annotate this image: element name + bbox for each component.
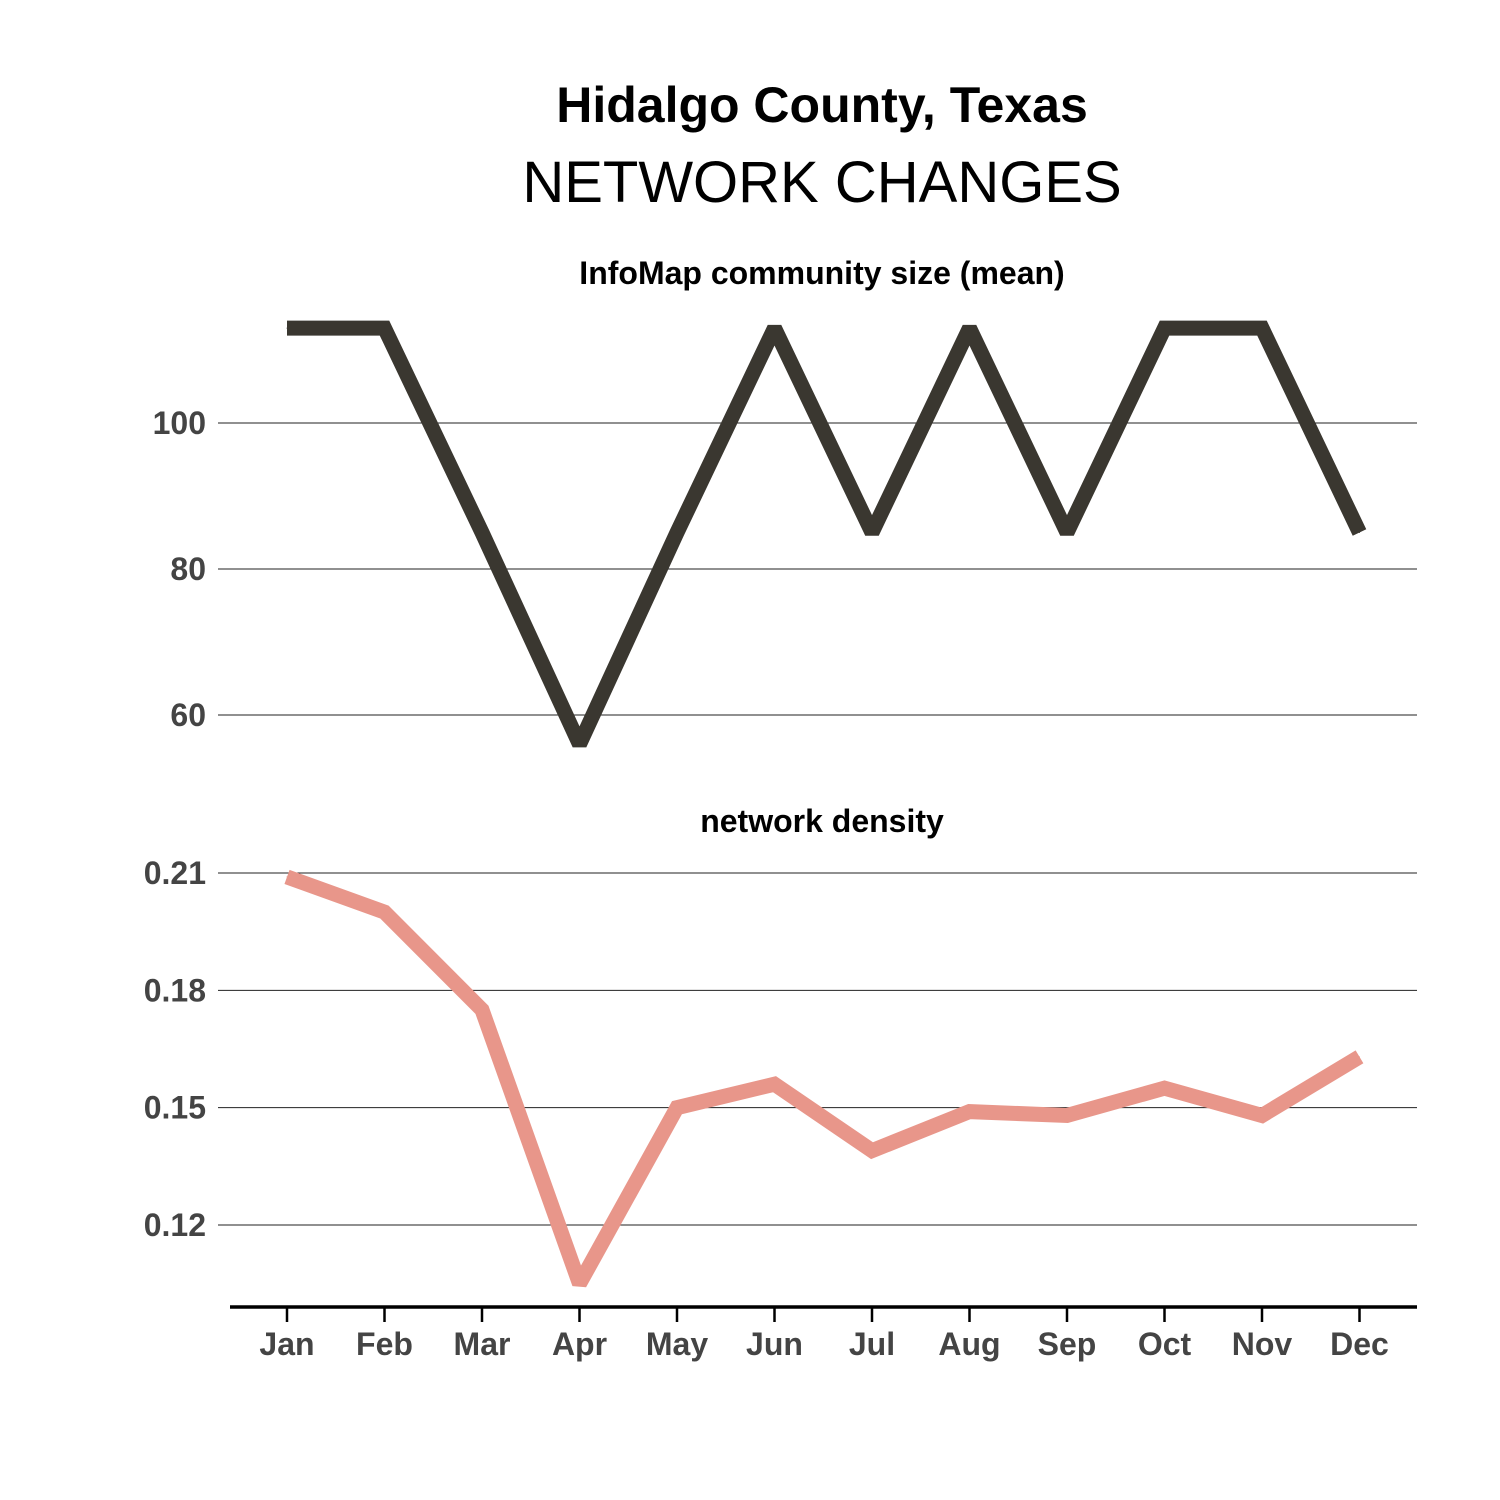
series-line (287, 320, 1367, 748)
y-tick-label: 80 (170, 551, 206, 587)
data-point-sep (1066, 1114, 1068, 1116)
data-point-jan (286, 327, 288, 329)
x-tick-label: Mar (454, 1326, 511, 1362)
data-point-oct (1164, 327, 1165, 329)
y-ticks-network-density: 0.12 0.15 0.18 0.21 (144, 855, 206, 1243)
data-point-mar (481, 1009, 483, 1011)
x-tick-label: Aug (938, 1326, 1000, 1362)
data-point-oct (1164, 1087, 1165, 1089)
x-tick-label: Nov (1232, 1326, 1293, 1362)
panel-title-network-density: network density (700, 803, 944, 839)
series-line (284, 869, 1364, 1288)
data-point-feb (384, 911, 385, 913)
gridlines-community-size (218, 422, 1417, 716)
panel-title-community-size: InfoMap community size (mean) (579, 255, 1064, 291)
series-community-size (286, 320, 1367, 748)
panel-community-size: InfoMap community size (mean) 60 80 100 (153, 255, 1417, 748)
panel-network-density: network density 0.12 0.15 0.18 0.21 (144, 803, 1417, 1288)
y-tick-label: 60 (170, 697, 206, 733)
data-point-nov (1261, 327, 1263, 329)
x-tick-label: Jul (849, 1326, 895, 1362)
data-point-dec (1359, 532, 1360, 533)
data-point-nov (1261, 1114, 1263, 1116)
series-network-density (284, 869, 1364, 1288)
data-point-sep (1066, 532, 1068, 533)
y-tick-label: 0.15 (144, 1090, 206, 1126)
data-point-apr (579, 1283, 580, 1285)
data-point-may (676, 1107, 678, 1109)
data-point-mar (481, 532, 483, 533)
data-point-jun (774, 1083, 775, 1085)
data-point-feb (384, 327, 385, 329)
x-tick-label: Dec (1330, 1326, 1389, 1362)
x-tick-label: Sep (1038, 1326, 1097, 1362)
data-point-apr (579, 743, 580, 745)
y-tick-label: 0.21 (144, 855, 206, 891)
y-ticks-community-size: 60 80 100 (153, 405, 206, 733)
y-tick-label: 0.12 (144, 1207, 206, 1243)
x-tick-label: Oct (1138, 1326, 1192, 1362)
x-ticks: Jan Feb Mar Apr May Jun Jul Aug Sep Oct Nov Dec (259, 1307, 1389, 1362)
chart-title: Hidalgo County, Texas (556, 77, 1088, 133)
x-tick-label: May (646, 1326, 708, 1362)
x-tick-label: Jun (746, 1326, 803, 1362)
data-point-jul (871, 1150, 873, 1152)
x-axis: Jan Feb Mar Apr May Jun Jul Aug Sep Oct Nov Dec (230, 1305, 1417, 1362)
chart-subtitle: NETWORK CHANGES (522, 150, 1121, 215)
y-tick-label: 100 (153, 405, 206, 441)
data-point-aug (969, 327, 970, 329)
data-point-jun (774, 327, 775, 329)
data-point-dec (1359, 1056, 1360, 1058)
data-point-may (676, 532, 678, 533)
y-tick-label: 0.18 (144, 972, 206, 1008)
data-point-jan (286, 876, 288, 878)
x-tick-label: Feb (356, 1326, 413, 1362)
data-point-jul (871, 532, 873, 533)
data-point-aug (969, 1111, 970, 1113)
x-tick-label: Jan (259, 1326, 314, 1362)
x-tick-label: Apr (552, 1326, 607, 1362)
